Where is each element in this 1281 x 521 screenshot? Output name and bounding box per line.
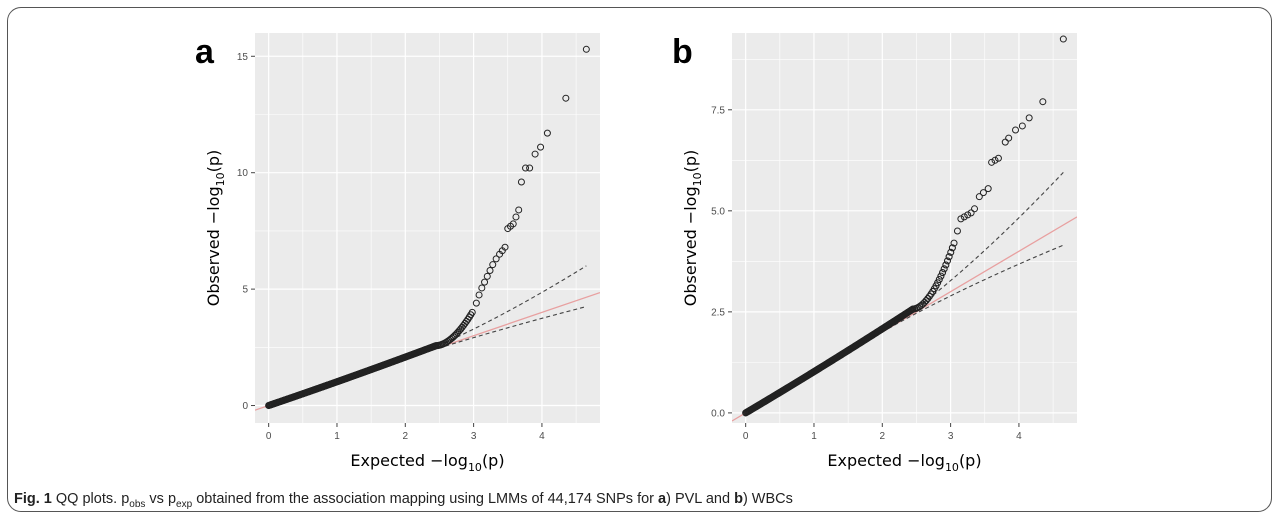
- panel-b-tail-point: [1005, 134, 1013, 142]
- panel-a-x-tick-label: 4: [539, 431, 545, 442]
- panel-a-x-axis-title: Expected −log10(p): [350, 451, 504, 474]
- panel-a-tail-point: [501, 243, 509, 251]
- panel-b-tail-point: [1025, 114, 1033, 122]
- panel-a-tail-point: [472, 299, 480, 307]
- panel-a-tail-point: [531, 150, 539, 158]
- panel-b-x-tick-label: 2: [880, 431, 886, 442]
- panel-b-x-tick-label: 3: [948, 431, 954, 442]
- panel-a-tail-point: [543, 129, 551, 137]
- panel-b-tail-point: [1059, 35, 1067, 43]
- panel-b-label: b: [672, 33, 693, 71]
- panel-b-y-tick-label: 2.5: [711, 307, 725, 318]
- panel-a-label: a: [195, 33, 215, 71]
- panel-b-point: [945, 253, 953, 261]
- panel-b-point: [943, 257, 952, 265]
- panel-b-y-tick-label: 0.0: [711, 408, 725, 419]
- panel-b-x-tick-label: 0: [743, 431, 749, 442]
- panel-a-y-tick-label: 5: [242, 285, 248, 296]
- caption-p-obs: pobs: [121, 491, 146, 510]
- panel-a-x-tick-label: 1: [334, 431, 340, 442]
- panel-a-y-axis-title: Observed −log10(p): [204, 150, 227, 307]
- panel-b-tail-point: [994, 154, 1002, 162]
- panel-b-point: [948, 244, 956, 252]
- panel-b-tail-point: [960, 213, 968, 221]
- panel-b-tail-point: [988, 158, 996, 166]
- figure-frame: [7, 7, 1272, 512]
- qq-plot-a: a 0 1 2 3 4 0 5 10 15 Expected −log10(p) Observed −…: [195, 33, 600, 474]
- panel-b-tail-point: [964, 211, 972, 219]
- caption-b-text: ) WBCs: [742, 491, 793, 507]
- panel-a-tail-point: [517, 178, 525, 186]
- panel-b-tail-point: [967, 209, 975, 217]
- panel-b-tail-point: [1039, 98, 1047, 106]
- panel-b-x-tick-label: 1: [811, 431, 817, 442]
- caption-title: QQ plots.: [55, 491, 118, 507]
- panel-b-ci-lower-line: [882, 244, 1064, 333]
- panel-b-point: [937, 272, 945, 280]
- caption-vs: vs: [149, 491, 164, 507]
- panel-b-tail-point: [991, 156, 999, 164]
- panel-a-tail-point: [562, 94, 570, 102]
- panel-b-point: [935, 275, 943, 284]
- panel-a-tail-point: [489, 261, 497, 269]
- panel-b-tail-point: [957, 215, 965, 223]
- panel-a-y-tick-label: 10: [237, 168, 249, 179]
- caption-main-text: obtained from the association mapping us…: [196, 491, 654, 507]
- panel-a-tail-point: [537, 143, 545, 151]
- panel-b-point: [939, 269, 947, 277]
- caption-a-text: ) PVL and: [666, 491, 731, 507]
- panel-a-x-tick-label: 0: [266, 431, 272, 442]
- panel-a-plot-area: [255, 45, 600, 411]
- panel-b-tail-point: [1001, 138, 1009, 146]
- panel-b-background: [732, 33, 1077, 423]
- caption-b-label: b: [734, 491, 743, 507]
- panel-b-x-tick-label: 4: [1016, 431, 1022, 442]
- panel-a-tail-point: [515, 206, 523, 214]
- panel-b-point: [940, 265, 948, 273]
- panel-a-tail-point: [481, 278, 489, 286]
- panel-b-tail-point: [1018, 122, 1026, 130]
- panel-a-tail-point: [486, 266, 494, 274]
- panel-a-tail-point: [522, 164, 530, 172]
- panel-a-tail-point: [509, 220, 517, 228]
- panel-a-y-tick-label: 15: [237, 52, 249, 63]
- panel-a-ci-upper-line: [405, 265, 587, 360]
- panel-a-y-tick-label: 0: [242, 401, 248, 412]
- panel-b-tail-point: [975, 193, 983, 201]
- panel-b-x-axis-title: Expected −log10(p): [827, 451, 981, 474]
- panel-b-tail-point: [1012, 126, 1020, 134]
- panel-b-tail-point: [979, 189, 987, 197]
- panel-a-x-tick-label: 3: [471, 431, 477, 442]
- panel-a-tail-point: [478, 284, 486, 292]
- figure-caption: Fig. 1 QQ plots. pobs vs pexp obtained f…: [14, 491, 793, 510]
- panel-a-tail-point: [475, 291, 483, 299]
- panel-b-tail-point: [950, 239, 958, 247]
- caption-fig-label: Fig. 1: [14, 491, 52, 507]
- panel-b-plot-area: [732, 35, 1077, 422]
- caption-a-label: a: [658, 491, 667, 507]
- panel-a-background: [255, 33, 600, 423]
- panel-a-x-tick-label: 2: [403, 431, 409, 442]
- panel-b-point: [942, 261, 950, 269]
- panel-b-y-tick-label: 5.0: [711, 206, 725, 217]
- panel-b-tail-point: [971, 205, 979, 213]
- panel-a-tail-point: [512, 213, 520, 221]
- panel-b-tail-point: [984, 185, 992, 193]
- panel-a-tail-point: [582, 45, 590, 53]
- caption-p-exp: pexp: [167, 491, 193, 510]
- panel-a-tail-point: [483, 272, 491, 280]
- panel-b-tail-point: [953, 227, 961, 235]
- panel-b-y-tick-label: 7.5: [711, 105, 725, 116]
- panel-a-tail-point: [526, 164, 534, 172]
- panel-b-point: [947, 248, 955, 256]
- panel-b-y-axis-title: Observed −log10(p): [681, 150, 704, 307]
- panel-a-tail-point: [468, 308, 476, 316]
- panel-a-tail-point: [492, 255, 500, 263]
- qq-plot-b: b 0 1 2 3 4 0.0 2.5 5.0 7.5 Expected −log10(p) Obse…: [672, 33, 1077, 474]
